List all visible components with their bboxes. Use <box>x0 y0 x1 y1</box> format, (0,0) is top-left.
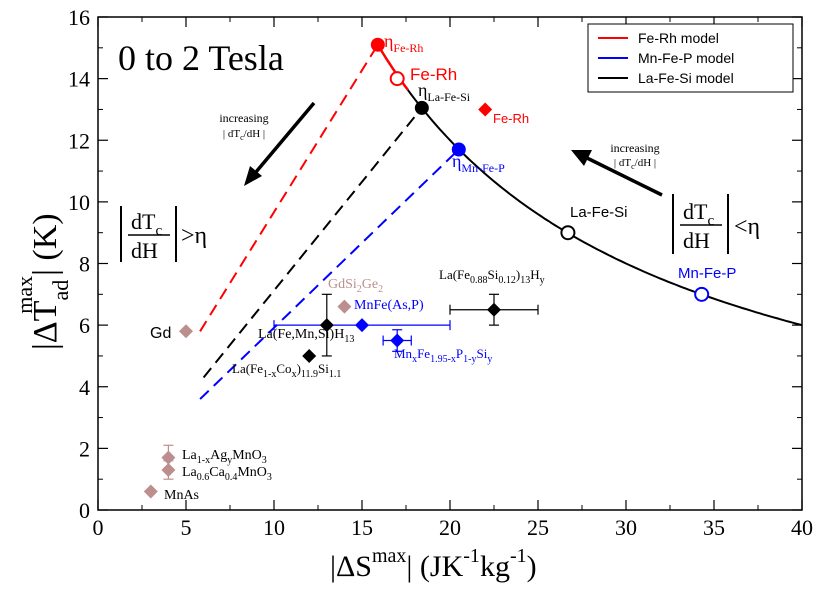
point-la-fe1-xcox-11-9si1-1 <box>302 348 317 363</box>
point-fe-rh <box>478 102 493 117</box>
point-gd <box>179 324 193 339</box>
annotation-increasing-left-line2: | dTc/dH | <box>223 128 265 142</box>
annotation-increasing-left-line1: increasing <box>219 111 268 125</box>
y-tick-label: 10 <box>68 190 90 215</box>
model-curve <box>406 89 803 327</box>
y-tick-label: 14 <box>68 67 90 92</box>
y-tick-label: 12 <box>68 128 90 153</box>
label-mn-fe-p-si: MnxFe1.95-xP1-ySiy <box>394 346 492 365</box>
ineq-right-op: <η <box>734 214 760 240</box>
label-gd: Gd <box>150 325 171 342</box>
label-la-fe-si-model: La-Fe-Si <box>570 204 628 221</box>
point-mnxfe1-95-xp1-ysiy <box>390 333 405 348</box>
point-gdsi2ge2 <box>337 299 352 314</box>
y-tick-label: 8 <box>79 252 90 277</box>
x-tick-label: 5 <box>181 515 192 540</box>
point-mn-fe-p-open <box>694 286 710 302</box>
legend-label-mn-fe-p: Mn-Fe-P model <box>638 50 734 66</box>
annotation-increasing-right: increasing | dTc/dH | <box>571 141 663 197</box>
ineq-right-numerator: dTc <box>683 199 714 229</box>
plot-area: 0 5 10 15 20 25 30 35 40 0 2 4 6 8 10 12 14 16 <box>68 5 813 540</box>
label-mnas: MnAs <box>164 488 199 503</box>
point-la-fe-mn-si-h13 <box>319 318 334 333</box>
label-la-fe-co-si: La(Fe1-xCox)11.9Si1.1 <box>232 361 341 380</box>
point-la-fe-si-open <box>560 225 576 241</box>
point-la0-6ca0-4mno3 <box>161 462 176 477</box>
point-eta-la-fe-si <box>414 100 429 115</box>
label-la-ag-mno3: La1-xAgyMnO3 <box>182 448 267 466</box>
label-gdsi2ge2: GdSi2Ge2 <box>328 277 383 295</box>
arrow-left-head <box>244 166 262 186</box>
chart-title: 0 to 2 Tesla <box>118 38 284 78</box>
ineq-left-op: >η <box>181 223 207 249</box>
y-axis-label: |ΔTadmax| (K) <box>12 213 73 350</box>
data-points <box>143 37 710 499</box>
label-la-ca-mno3: La0.6Ca0.4MnO3 <box>182 465 272 483</box>
model-line-la-fe-si-model <box>202 107 423 379</box>
ineq-left-numerator: dTc <box>131 209 162 239</box>
label-eta-mn-fe-p: ηMn-Fe-P <box>452 151 505 175</box>
label-eta-fe-rh: ηFe-Rh <box>384 31 423 55</box>
inequality-left: dTc dH >η <box>120 206 207 263</box>
annotation-increasing-right-line2: | dTc/dH | <box>614 157 656 171</box>
label-fe-rh-point: Fe-Rh <box>493 111 529 126</box>
point-fe-rh-open <box>389 71 405 87</box>
ineq-right-denominator: dH <box>683 228 710 253</box>
x-tick-label: 40 <box>791 515 813 540</box>
label-mn-fe-p-model: Mn-Fe-P <box>678 265 736 282</box>
x-axis-label: |ΔSmax| (JK-1kg-1) <box>330 545 537 583</box>
point-mnfe-as-p- <box>355 318 369 333</box>
point-eta-fe-rh <box>370 37 385 52</box>
y-tick-label: 4 <box>79 375 90 400</box>
annotation-increasing-right-line1: increasing <box>610 141 659 155</box>
x-tick-label: 10 <box>263 515 285 540</box>
inequality-right: dTc dH <η <box>672 194 760 254</box>
label-la-fe-mn-si-h13: La(Fe,Mn,Si)H13 <box>258 327 354 345</box>
point-mnas <box>143 484 158 499</box>
legend-label-la-fe-si: La-Fe-Si model <box>638 70 734 86</box>
annotation-increasing-left: increasing | dTc/dH | <box>219 101 316 186</box>
label-fe-rh-model: Fe-Rh <box>410 65 457 84</box>
legend-label-fe-rh: Fe-Rh model <box>638 30 719 46</box>
label-mnfe-as-p: MnFe(As,P) <box>354 298 424 313</box>
x-tick-label: 25 <box>527 515 549 540</box>
label-eta-la-fe-si: ηLa-Fe-Si <box>418 80 471 104</box>
point-eta-mn-fe-p <box>451 142 466 157</box>
model-line-mn-fe-p-model <box>199 148 460 400</box>
y-tick-label: 16 <box>68 5 90 30</box>
y-tick-label: 0 <box>79 498 90 523</box>
y-tick-label: 2 <box>79 436 90 461</box>
legend: Fe-Rh model Mn-Fe-P model La-Fe-Si model <box>587 23 794 93</box>
x-tick-label: 15 <box>351 515 373 540</box>
y-tick-label: 6 <box>79 313 90 338</box>
label-la-fe-si-hy: La(Fe0.88Si0.12)13Hy <box>439 267 545 286</box>
x-tick-label: 0 <box>93 515 104 540</box>
arrow-left-shaft <box>254 101 316 174</box>
x-tick-label: 35 <box>703 515 725 540</box>
arrow-right-head <box>571 150 592 166</box>
point-la-fe0-88si0-12-13hy <box>487 302 501 317</box>
x-tick-label: 20 <box>439 515 461 540</box>
arrow-right-shaft <box>586 156 663 197</box>
ineq-left-denominator: dH <box>131 238 158 263</box>
x-tick-label: 30 <box>615 515 637 540</box>
